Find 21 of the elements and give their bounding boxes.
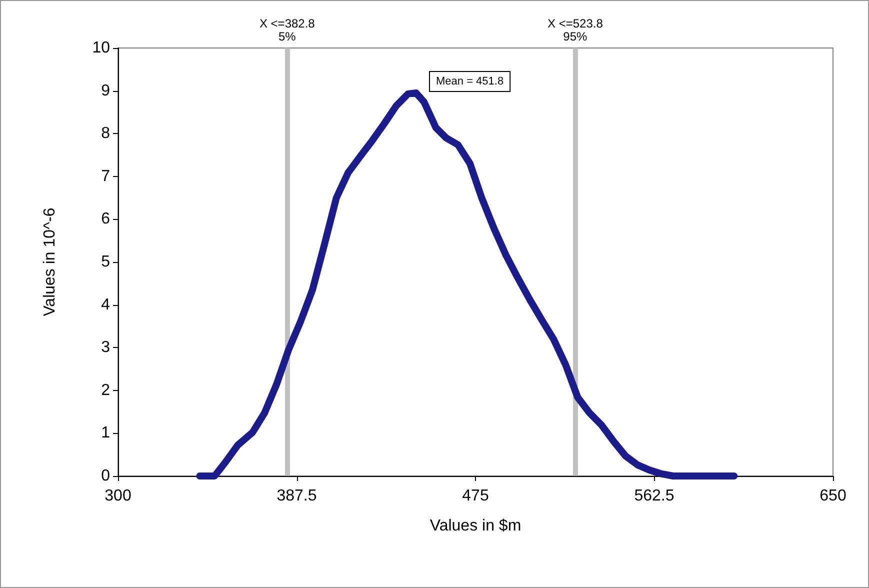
ref-line-label: X <=523.8 95% bbox=[547, 16, 604, 44]
y-tick-label: 4 bbox=[101, 296, 110, 314]
x-tick-label: 387.5 bbox=[276, 488, 317, 504]
y-tick-label: 5 bbox=[101, 254, 110, 270]
y-tick-label: 9 bbox=[101, 82, 110, 100]
x-tick-label: 562.5 bbox=[634, 488, 674, 504]
y-tick-label: 2 bbox=[101, 382, 110, 399]
y-tick-label: 1 bbox=[101, 424, 110, 442]
x-tick-label: 300 bbox=[104, 488, 132, 504]
ref-line-label: X <=382.8 5% bbox=[259, 16, 316, 44]
x-tick-label: 475 bbox=[462, 488, 489, 504]
annotation: Mean = 451.8 bbox=[436, 76, 504, 88]
x-axis-title: Values in $m bbox=[430, 518, 522, 534]
y-tick-label: 10 bbox=[92, 40, 110, 56]
y-tick-label: 0 bbox=[101, 468, 110, 484]
y-tick-label: 7 bbox=[101, 168, 110, 185]
y-tick-label: 3 bbox=[101, 339, 110, 356]
x-tick-label: 650 bbox=[820, 488, 846, 504]
y-tick-label: 8 bbox=[101, 125, 110, 142]
y-tick-label: 6 bbox=[101, 210, 110, 228]
y-axis-title: Values in 10^-6 bbox=[42, 208, 58, 316]
